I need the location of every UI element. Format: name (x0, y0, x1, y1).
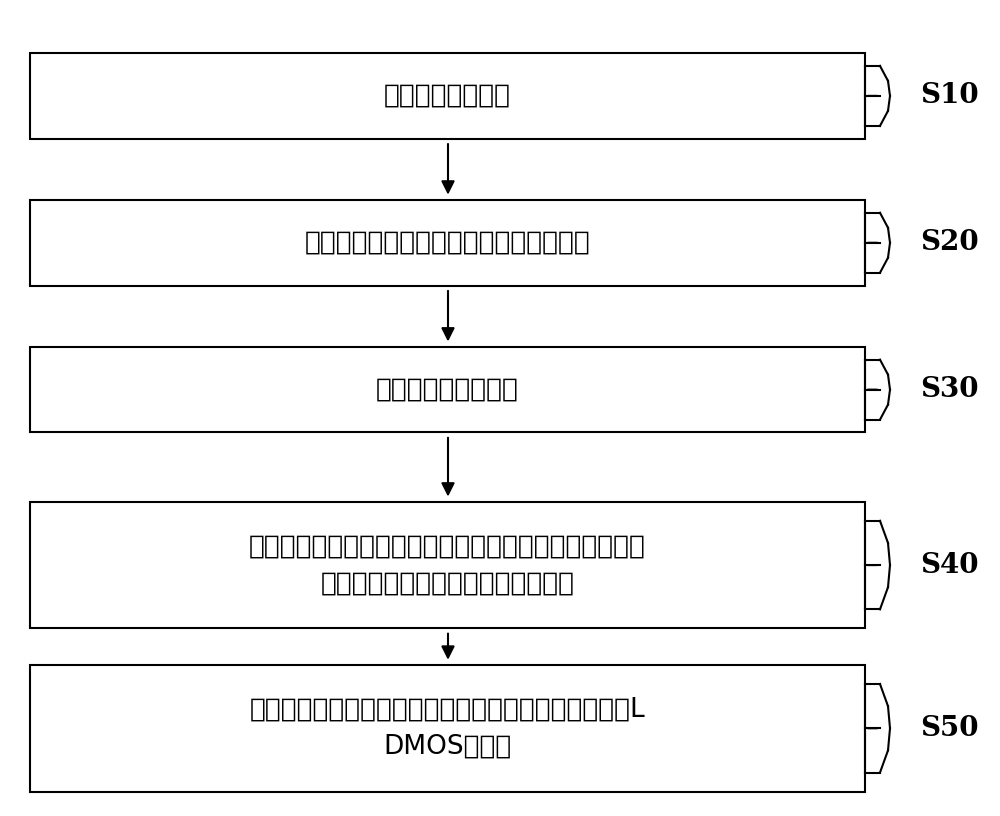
Text: S20: S20 (920, 229, 979, 256)
Bar (30, 502, 865, 628)
Bar (30, 53, 865, 139)
Text: S40: S40 (920, 552, 978, 579)
Text: 在所述第一氧化膜层上形成第二氧化膜层，使得第二氧化: 在所述第一氧化膜层上形成第二氧化膜层，使得第二氧化 (249, 534, 646, 560)
Bar (30, 347, 865, 432)
Text: S30: S30 (920, 376, 978, 403)
Text: 湿法刻蚀所述场氧化膜层，以形成场氧化层，从而形成L: 湿法刻蚀所述场氧化膜层，以形成场氧化层，从而形成L (250, 697, 645, 723)
Text: DMOS晶体管: DMOS晶体管 (383, 734, 512, 760)
Text: S50: S50 (920, 715, 978, 742)
Text: 提供一半导体衬底: 提供一半导体衬底 (384, 83, 511, 109)
Text: 膜层与第一氧化膜层构成场氧化膜层: 膜层与第一氧化膜层构成场氧化膜层 (320, 570, 574, 596)
Text: 在所述半导体衬底上形成第一子氧化膜层: 在所述半导体衬底上形成第一子氧化膜层 (305, 230, 590, 255)
Text: 执行第一次退火工艺: 执行第一次退火工艺 (376, 377, 519, 402)
Text: S10: S10 (920, 82, 979, 109)
Bar (30, 665, 865, 792)
Bar (30, 200, 865, 286)
